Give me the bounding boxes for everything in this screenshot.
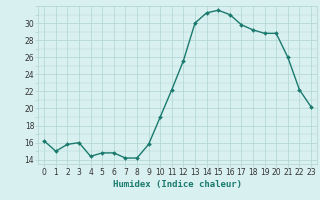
X-axis label: Humidex (Indice chaleur): Humidex (Indice chaleur): [113, 180, 242, 189]
